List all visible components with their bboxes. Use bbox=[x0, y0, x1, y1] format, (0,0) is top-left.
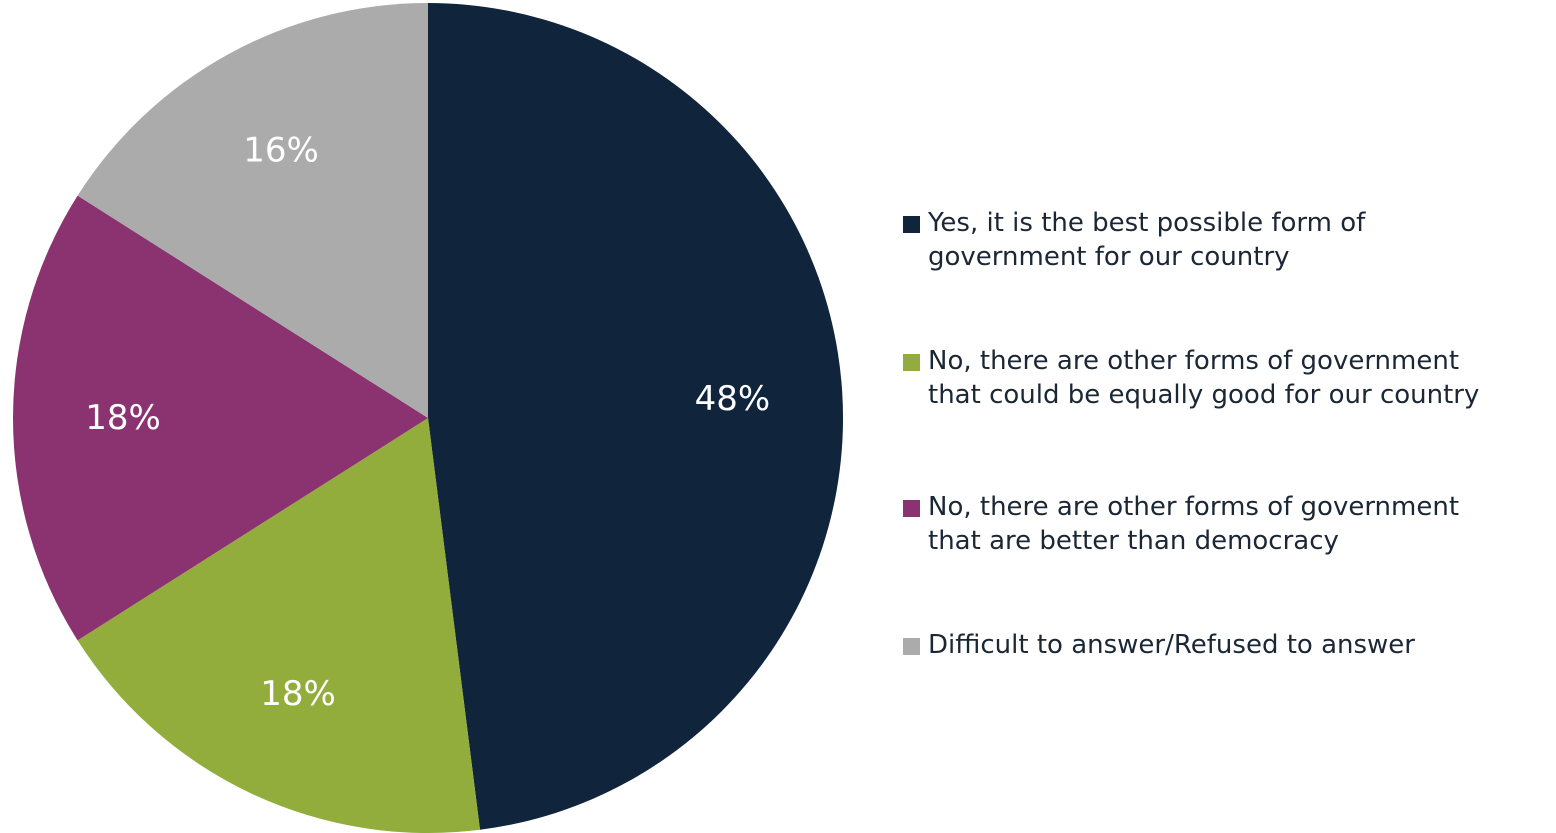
pie-slice-better-than-democracy bbox=[12, 195, 429, 641]
legend-label: Difficult to answer/Refused to answer bbox=[928, 628, 1548, 662]
legend-swatch bbox=[903, 500, 920, 517]
legend-swatch bbox=[903, 354, 920, 371]
legend-label-line: that could be equally good for our count… bbox=[928, 380, 1480, 410]
pie-slice-best-form bbox=[428, 2, 844, 830]
pie-data-label: 16% bbox=[243, 131, 319, 171]
legend-label: Yes, it is the best possible form of gov… bbox=[928, 206, 1548, 274]
pie-data-label: 48% bbox=[695, 379, 771, 419]
legend-label-line: government for our country bbox=[928, 242, 1290, 272]
pie-data-labels: 48% 18% 18% 16% bbox=[85, 131, 770, 714]
pie-data-label: 18% bbox=[260, 674, 336, 714]
legend-label: No, there are other forms of government … bbox=[928, 344, 1548, 412]
legend-label-line: No, there are other forms of government bbox=[928, 492, 1460, 522]
pie-data-label: 18% bbox=[85, 398, 161, 438]
pie-slices bbox=[12, 2, 844, 833]
legend-label-line: No, there are other forms of government bbox=[928, 346, 1460, 376]
legend-label: No, there are other forms of government … bbox=[928, 490, 1548, 558]
legend-swatch bbox=[903, 638, 920, 655]
legend-swatch bbox=[903, 216, 920, 233]
legend-label-line: Yes, it is the best possible form of bbox=[928, 208, 1366, 238]
pie-slice-equally-good bbox=[77, 418, 481, 833]
legend-label-line: Difficult to answer/Refused to answer bbox=[928, 630, 1415, 660]
pie-slice-difficult-refused bbox=[77, 3, 428, 418]
legend-label-line: that are better than democracy bbox=[928, 526, 1339, 556]
